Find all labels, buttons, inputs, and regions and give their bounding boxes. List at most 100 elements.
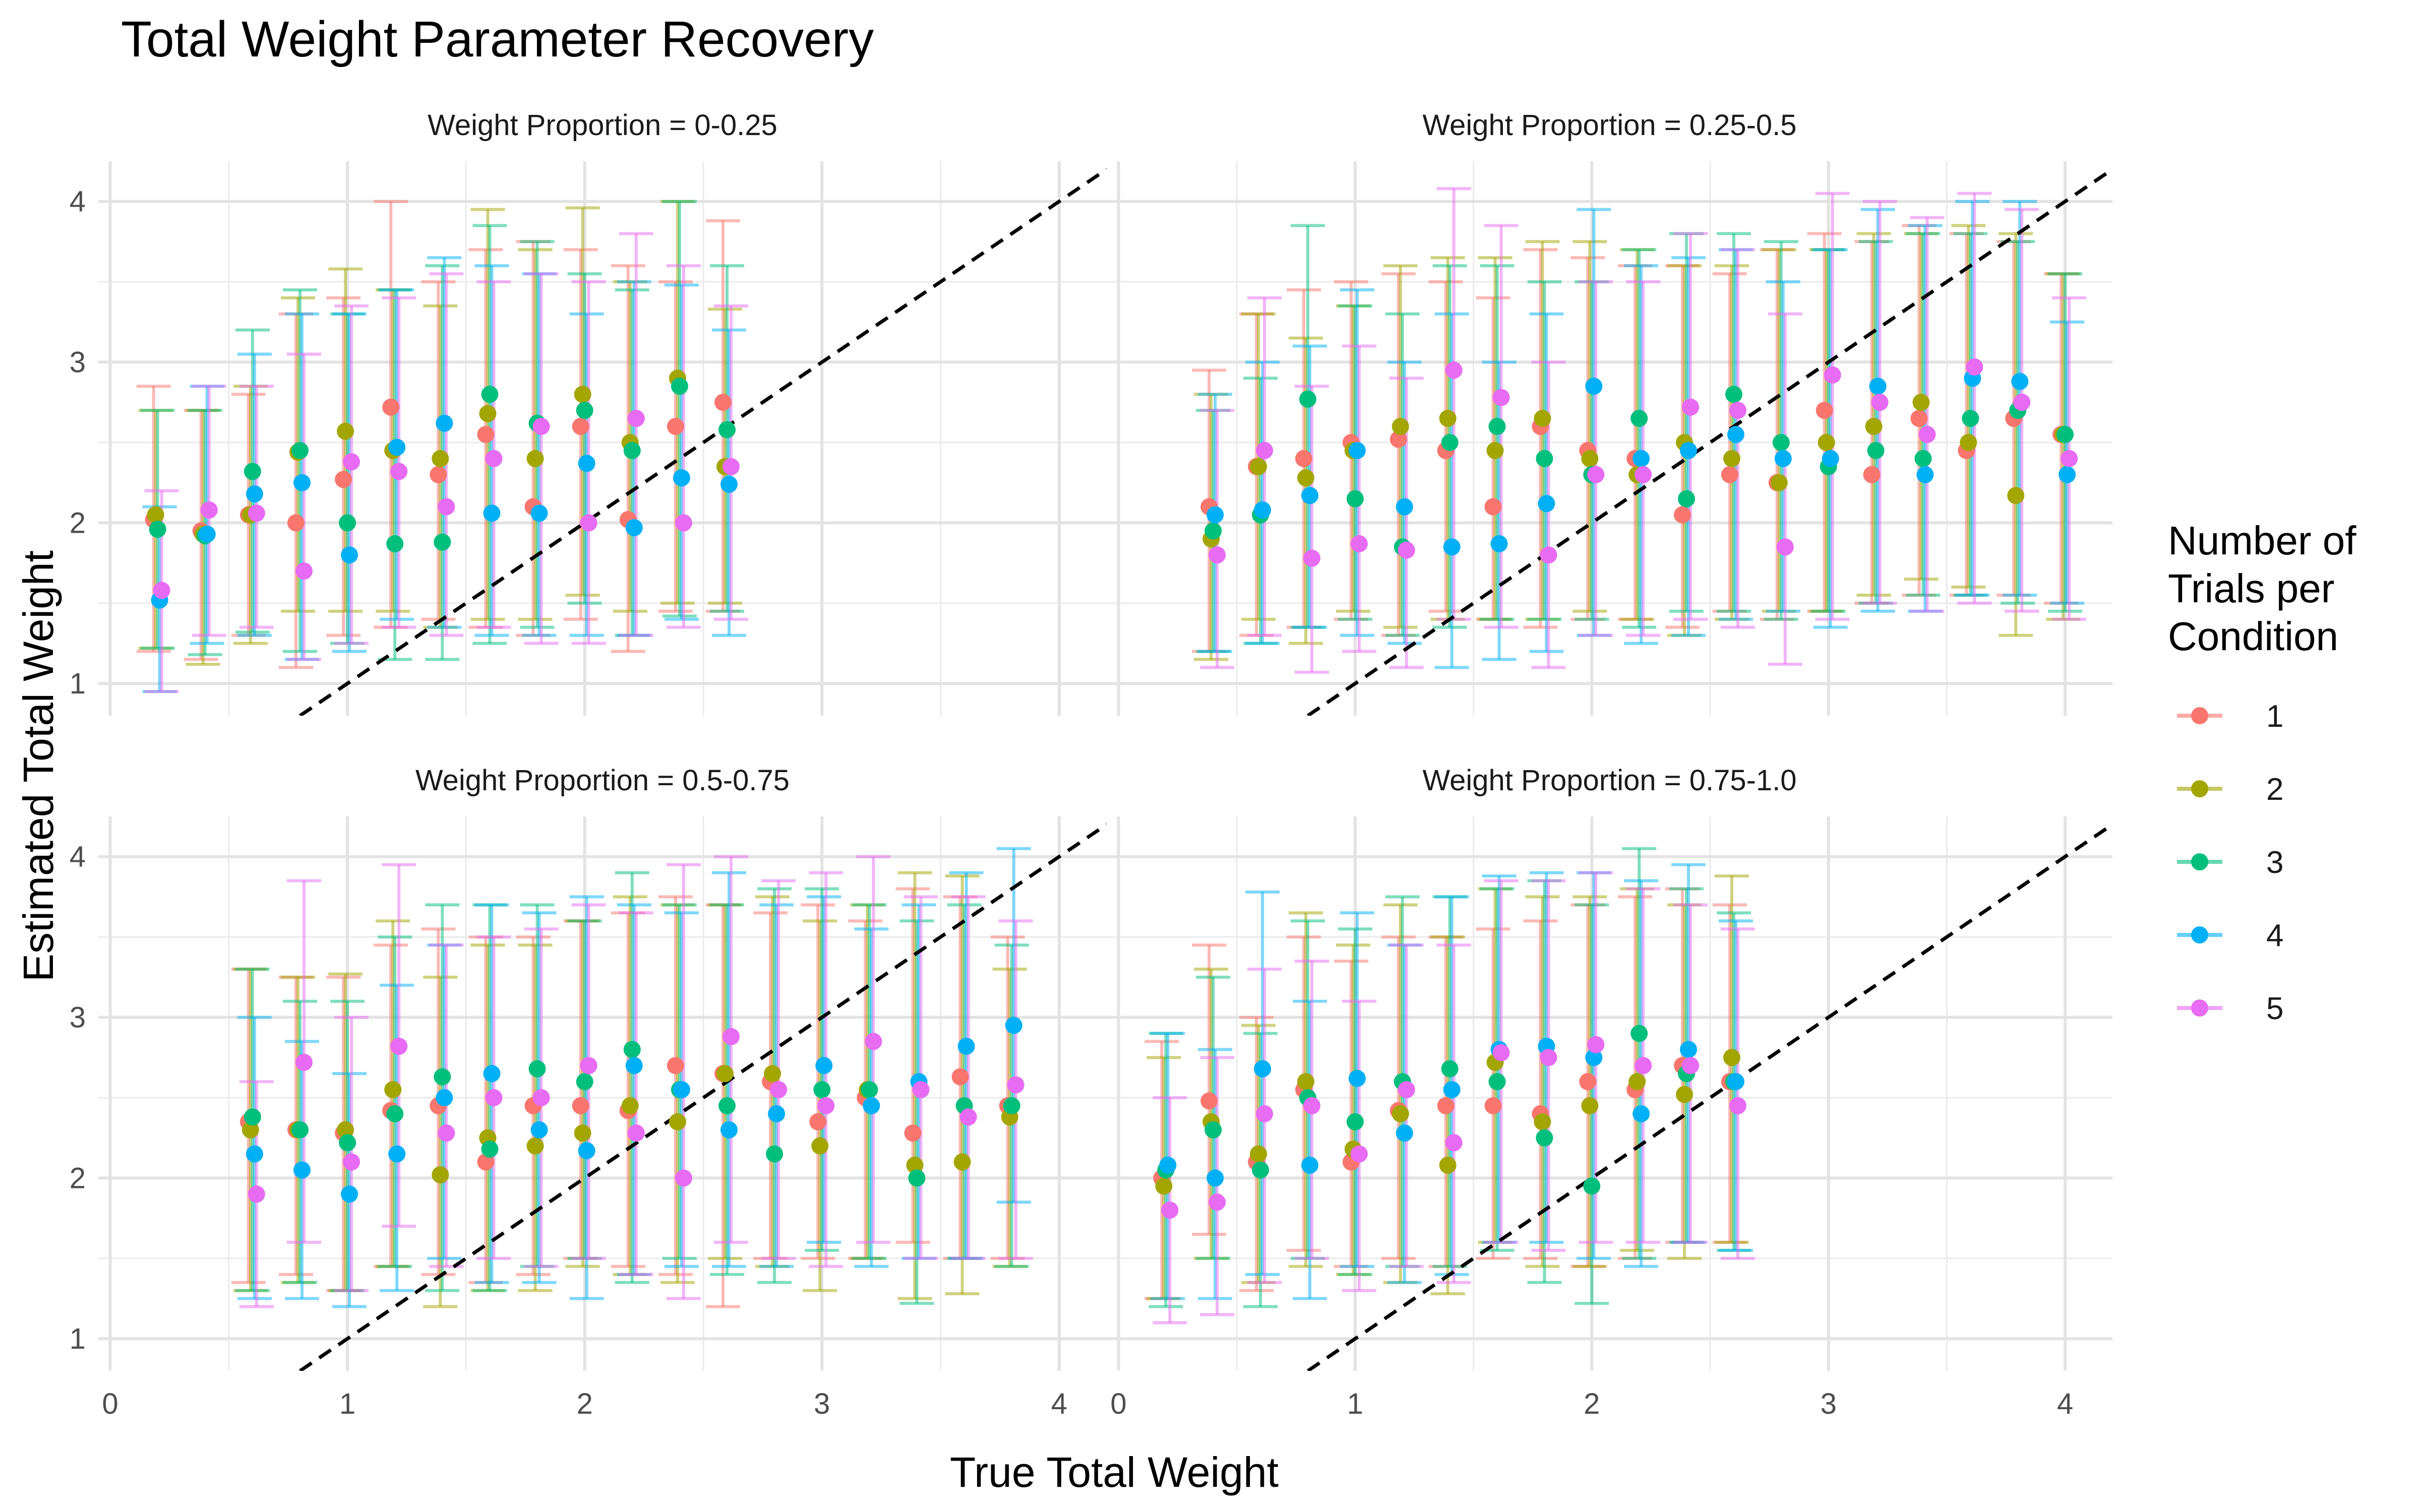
facet-strip-label: Weight Proportion = 0.25-0.5 (1422, 109, 1796, 142)
data-point (430, 466, 447, 483)
data-point (198, 525, 216, 543)
data-point (1581, 450, 1599, 467)
facet-panel-4: Weight Proportion = 0.75-1.0 0 1 2 3 4 (1107, 764, 2112, 1420)
data-point (1389, 430, 1407, 448)
data-point (627, 1124, 645, 1142)
data-point (432, 450, 449, 467)
data-point (388, 438, 406, 456)
data-point (1822, 450, 1839, 467)
data-point (1346, 490, 1364, 508)
facet-panel-3: Weight Proportion = 0.5-0.75 0 1 2 3 4 1 2 3 4 (70, 764, 1107, 1420)
data-point (434, 533, 451, 551)
x-tick-label: 0 (1110, 1388, 1126, 1420)
x-axis-label: True Total Weight (950, 1448, 1279, 1496)
data-point (1159, 1156, 1177, 1174)
data-point (485, 450, 503, 467)
data-point (1398, 1081, 1415, 1099)
data-point (951, 1068, 969, 1086)
data-point (718, 1097, 736, 1114)
data-point (2059, 466, 2076, 483)
data-point (953, 1153, 971, 1171)
data-point (434, 1068, 451, 1086)
data-point (1680, 442, 1698, 459)
data-point (343, 453, 360, 471)
data-point (1303, 549, 1320, 567)
data-point (2013, 394, 2031, 411)
panel-data (1144, 823, 2112, 1371)
data-point (1583, 1177, 1601, 1195)
data-point (811, 1137, 829, 1155)
data-point (1770, 474, 1788, 491)
y-tick-label: 1 (70, 667, 86, 700)
data-point (246, 485, 263, 502)
data-point (667, 418, 684, 435)
legend-title: Trials per (2168, 566, 2334, 611)
data-point (1488, 1073, 1506, 1091)
data-point (1396, 498, 1413, 516)
data-point (390, 463, 408, 480)
data-point (1534, 410, 1551, 427)
data-point (1725, 386, 1742, 403)
data-point (1445, 361, 1463, 379)
data-point (578, 455, 595, 472)
data-point (673, 1081, 690, 1099)
data-point (718, 421, 736, 438)
data-point (532, 1089, 550, 1106)
data-point (339, 1134, 356, 1152)
x-tick-label: 3 (1821, 1388, 1837, 1420)
data-point (293, 1161, 311, 1179)
data-point (1445, 1134, 1463, 1152)
data-point (625, 1057, 643, 1075)
data-point (1635, 1057, 1652, 1075)
data-point (1348, 1069, 1366, 1087)
data-point (528, 1060, 546, 1078)
data-point (149, 521, 166, 538)
data-point (483, 1065, 501, 1083)
data-point (576, 402, 593, 419)
data-point (1871, 394, 1889, 411)
data-point (1772, 433, 1790, 451)
data-point (481, 1141, 499, 1158)
data-point (248, 505, 265, 522)
y-tick-label: 2 (70, 1162, 86, 1194)
data-point (436, 1089, 453, 1106)
legend-key-dot (2191, 707, 2208, 724)
legend-title: Condition (2168, 614, 2338, 659)
data-point (1816, 402, 1833, 419)
data-point (1484, 1097, 1502, 1114)
data-point (244, 1108, 261, 1126)
data-point (532, 418, 550, 435)
data-point (1301, 1156, 1318, 1174)
data-point (1632, 1105, 1650, 1122)
data-point (530, 505, 548, 522)
data-point (1824, 366, 1841, 384)
data-point (1443, 1081, 1461, 1099)
data-point (1005, 1017, 1022, 1034)
data-point (572, 418, 589, 435)
facet-panel-2: Weight Proportion = 0.25-0.5 (1107, 109, 2112, 716)
data-point (1776, 538, 1794, 556)
data-point (1918, 426, 1936, 444)
data-point (335, 471, 352, 488)
y-tick-label: 4 (70, 185, 86, 218)
data-point (1204, 1121, 1222, 1139)
data-point (576, 1073, 593, 1091)
data-point (673, 469, 690, 487)
data-point (1867, 442, 1885, 459)
data-point (339, 514, 356, 532)
data-point (244, 463, 261, 480)
data-point (1161, 1202, 1179, 1219)
data-point (1206, 1169, 1224, 1187)
data-point (1437, 1097, 1455, 1114)
data-point (1579, 1073, 1597, 1091)
legend-label: 5 (2266, 991, 2283, 1026)
data-point (295, 1053, 313, 1071)
data-point (1727, 426, 1744, 444)
data-point (625, 519, 643, 536)
data-point (1682, 1057, 1700, 1075)
data-point (1003, 1097, 1020, 1114)
data-point (1254, 1060, 1272, 1078)
data-point (580, 514, 597, 532)
data-point (1581, 1097, 1599, 1114)
